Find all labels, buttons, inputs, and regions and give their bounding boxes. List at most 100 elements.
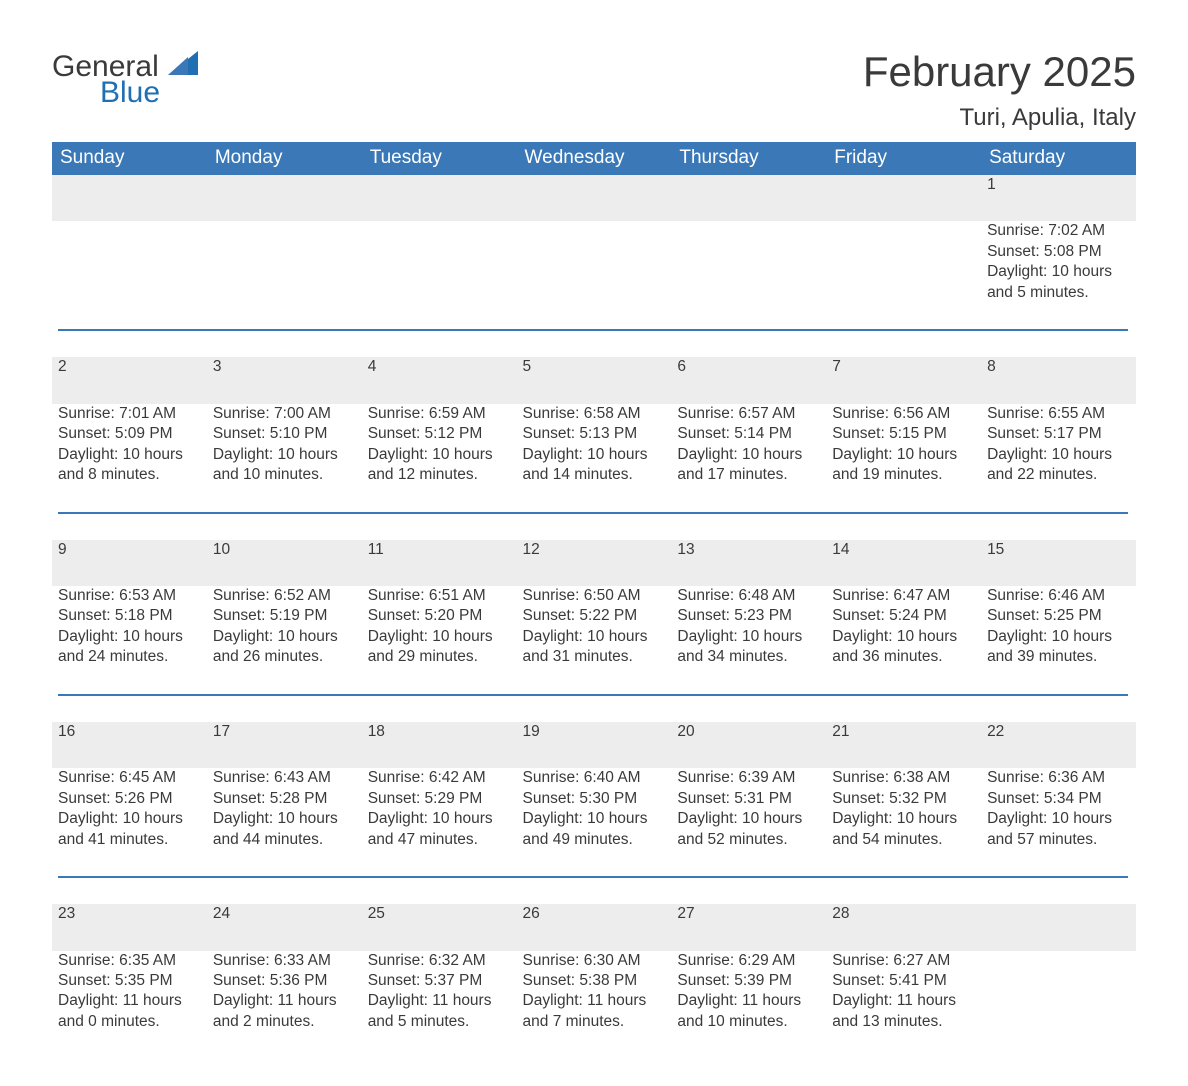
sunrise-text: Sunrise: 7:01 AM — [58, 404, 199, 424]
day-detail-cell: Sunrise: 6:45 AMSunset: 5:26 PMDaylight:… — [52, 768, 207, 876]
daylight1-text: Daylight: 10 hours — [58, 445, 199, 465]
day-detail-cell: Sunrise: 6:50 AMSunset: 5:22 PMDaylight:… — [517, 586, 672, 694]
col-monday: Monday — [207, 142, 362, 175]
logo-text: General Blue — [52, 48, 199, 108]
day-number-cell — [517, 175, 672, 221]
sunrise-text: Sunrise: 6:51 AM — [368, 586, 509, 606]
title-block: February 2025 Turi, Apulia, Italy — [863, 48, 1136, 132]
calendar-weekday-header: Sunday Monday Tuesday Wednesday Thursday… — [52, 142, 1136, 175]
sunset-text: Sunset: 5:22 PM — [523, 606, 664, 626]
day-detail-cell: Sunrise: 6:48 AMSunset: 5:23 PMDaylight:… — [671, 586, 826, 694]
day-detail-cell: Sunrise: 6:56 AMSunset: 5:15 PMDaylight:… — [826, 404, 981, 512]
sunrise-text: Sunrise: 6:33 AM — [213, 951, 354, 971]
sunrise-text: Sunrise: 6:30 AM — [523, 951, 664, 971]
daylight2-text: and 36 minutes. — [832, 647, 973, 667]
day-detail-cell — [671, 221, 826, 329]
day-number-cell: 13 — [671, 540, 826, 586]
daylight2-text: and 7 minutes. — [523, 1012, 664, 1032]
daylight2-text: and 22 minutes. — [987, 465, 1128, 485]
day-number-cell — [671, 175, 826, 221]
sunrise-text: Sunrise: 6:27 AM — [832, 951, 973, 971]
day-number-cell — [362, 175, 517, 221]
col-tuesday: Tuesday — [362, 142, 517, 175]
sunset-text: Sunset: 5:20 PM — [368, 606, 509, 626]
day-detail-cell: Sunrise: 6:52 AMSunset: 5:19 PMDaylight:… — [207, 586, 362, 694]
day-detail-cell: Sunrise: 6:36 AMSunset: 5:34 PMDaylight:… — [981, 768, 1136, 876]
daylight1-text: Daylight: 10 hours — [987, 262, 1128, 282]
sunrise-text: Sunrise: 7:00 AM — [213, 404, 354, 424]
day-number-cell: 1 — [981, 175, 1136, 221]
week-separator — [52, 694, 1136, 722]
sunset-text: Sunset: 5:14 PM — [677, 424, 818, 444]
sunset-text: Sunset: 5:23 PM — [677, 606, 818, 626]
day-number-cell: 18 — [362, 722, 517, 768]
day-detail-row: Sunrise: 6:53 AMSunset: 5:18 PMDaylight:… — [52, 586, 1136, 694]
day-detail-cell: Sunrise: 6:51 AMSunset: 5:20 PMDaylight:… — [362, 586, 517, 694]
sunset-text: Sunset: 5:24 PM — [832, 606, 973, 626]
day-number-cell — [207, 175, 362, 221]
day-detail-cell: Sunrise: 6:55 AMSunset: 5:17 PMDaylight:… — [981, 404, 1136, 512]
sunrise-text: Sunrise: 6:52 AM — [213, 586, 354, 606]
day-number-cell — [826, 175, 981, 221]
sunset-text: Sunset: 5:30 PM — [523, 789, 664, 809]
daylight1-text: Daylight: 10 hours — [832, 627, 973, 647]
day-detail-cell — [826, 221, 981, 329]
day-number-cell: 2 — [52, 357, 207, 403]
sunset-text: Sunset: 5:25 PM — [987, 606, 1128, 626]
day-number-cell: 19 — [517, 722, 672, 768]
day-detail-cell: Sunrise: 6:27 AMSunset: 5:41 PMDaylight:… — [826, 951, 981, 1059]
sunrise-text: Sunrise: 6:46 AM — [987, 586, 1128, 606]
day-detail-cell — [517, 221, 672, 329]
day-detail-cell: Sunrise: 6:57 AMSunset: 5:14 PMDaylight:… — [671, 404, 826, 512]
day-detail-cell: Sunrise: 6:38 AMSunset: 5:32 PMDaylight:… — [826, 768, 981, 876]
sunrise-text: Sunrise: 6:55 AM — [987, 404, 1128, 424]
day-number-cell: 28 — [826, 904, 981, 950]
day-number-cell: 3 — [207, 357, 362, 403]
sunset-text: Sunset: 5:08 PM — [987, 242, 1128, 262]
daylight2-text: and 57 minutes. — [987, 830, 1128, 850]
sunset-text: Sunset: 5:31 PM — [677, 789, 818, 809]
daylight1-text: Daylight: 10 hours — [987, 445, 1128, 465]
col-saturday: Saturday — [981, 142, 1136, 175]
sunset-text: Sunset: 5:39 PM — [677, 971, 818, 991]
sunrise-text: Sunrise: 6:53 AM — [58, 586, 199, 606]
sunset-text: Sunset: 5:34 PM — [987, 789, 1128, 809]
daylight1-text: Daylight: 11 hours — [368, 991, 509, 1011]
week-separator — [52, 876, 1136, 904]
sunrise-text: Sunrise: 6:42 AM — [368, 768, 509, 788]
sunrise-text: Sunrise: 6:36 AM — [987, 768, 1128, 788]
day-detail-cell: Sunrise: 7:01 AMSunset: 5:09 PMDaylight:… — [52, 404, 207, 512]
day-number-cell: 22 — [981, 722, 1136, 768]
day-detail-cell: Sunrise: 6:59 AMSunset: 5:12 PMDaylight:… — [362, 404, 517, 512]
day-detail-cell: Sunrise: 6:58 AMSunset: 5:13 PMDaylight:… — [517, 404, 672, 512]
daylight2-text: and 47 minutes. — [368, 830, 509, 850]
sunset-text: Sunset: 5:19 PM — [213, 606, 354, 626]
day-detail-row: Sunrise: 7:02 AMSunset: 5:08 PMDaylight:… — [52, 221, 1136, 329]
daylight1-text: Daylight: 10 hours — [368, 627, 509, 647]
sunrise-text: Sunrise: 6:43 AM — [213, 768, 354, 788]
daylight2-text: and 29 minutes. — [368, 647, 509, 667]
daylight2-text: and 24 minutes. — [58, 647, 199, 667]
week-separator — [52, 329, 1136, 357]
day-detail-cell — [362, 221, 517, 329]
day-detail-cell: Sunrise: 6:42 AMSunset: 5:29 PMDaylight:… — [362, 768, 517, 876]
day-number-cell: 4 — [362, 357, 517, 403]
day-number-cell: 21 — [826, 722, 981, 768]
day-detail-cell: Sunrise: 6:35 AMSunset: 5:35 PMDaylight:… — [52, 951, 207, 1059]
sunset-text: Sunset: 5:26 PM — [58, 789, 199, 809]
daylight2-text: and 8 minutes. — [58, 465, 199, 485]
sunrise-text: Sunrise: 6:56 AM — [832, 404, 973, 424]
sunrise-text: Sunrise: 6:50 AM — [523, 586, 664, 606]
daylight1-text: Daylight: 10 hours — [832, 445, 973, 465]
daylight1-text: Daylight: 11 hours — [523, 991, 664, 1011]
col-sunday: Sunday — [52, 142, 207, 175]
calendar-page: General Blue February 2025 Turi, Apulia,… — [0, 0, 1188, 1086]
daylight1-text: Daylight: 10 hours — [213, 445, 354, 465]
calendar-table: Sunday Monday Tuesday Wednesday Thursday… — [52, 142, 1136, 1058]
daylight1-text: Daylight: 10 hours — [832, 809, 973, 829]
sunset-text: Sunset: 5:10 PM — [213, 424, 354, 444]
daylight1-text: Daylight: 10 hours — [368, 809, 509, 829]
daylight2-text: and 41 minutes. — [58, 830, 199, 850]
sunset-text: Sunset: 5:12 PM — [368, 424, 509, 444]
sunset-text: Sunset: 5:29 PM — [368, 789, 509, 809]
